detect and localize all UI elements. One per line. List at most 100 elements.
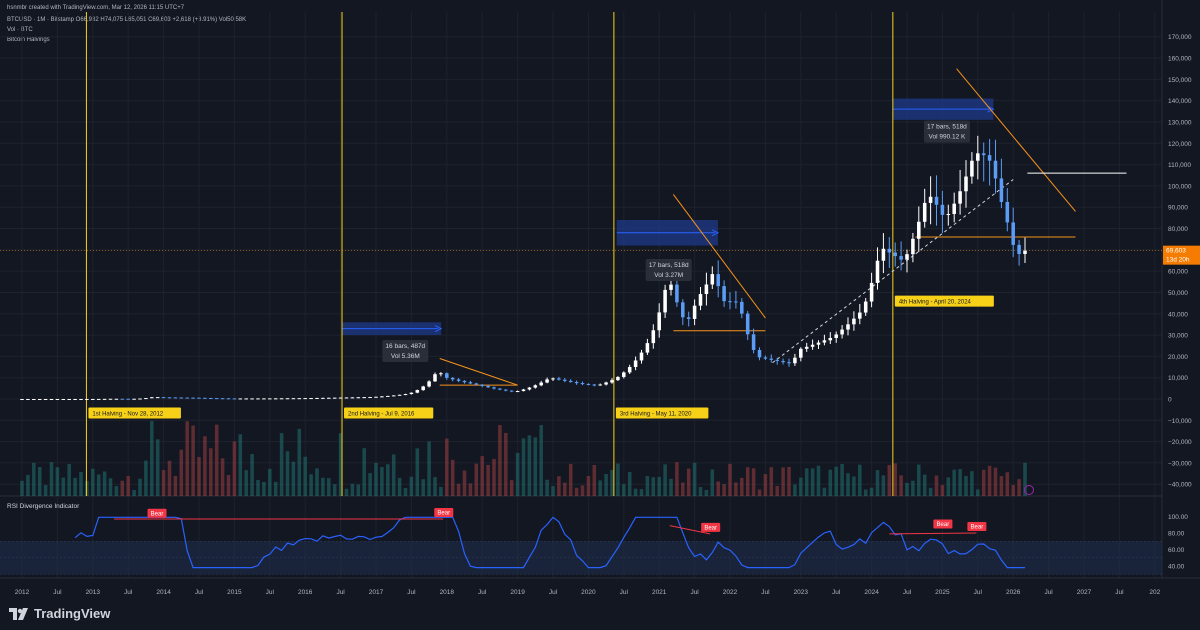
- volume-bar: [197, 457, 201, 496]
- price-candles: [20, 135, 1027, 400]
- candle-body: [321, 397, 325, 399]
- candle-body: [138, 398, 142, 400]
- volume-bar: [356, 484, 361, 496]
- candle-body: [37, 398, 42, 400]
- candle-body: [409, 392, 414, 395]
- volume-bar: [297, 428, 302, 496]
- volume-bar: [468, 483, 473, 496]
- candle-body: [474, 383, 479, 385]
- volume-bar: [43, 484, 48, 496]
- volume-bar: [527, 435, 532, 496]
- price-tick-label: 130,000: [1168, 119, 1192, 126]
- volume-bar: [970, 471, 974, 496]
- price-tick-label: −30,000: [1168, 460, 1192, 467]
- candle-body: [958, 191, 962, 204]
- symbol-ohlc-legend[interactable]: BTCUSD · 1M · Bitstamp O66,982 H74,075 L…: [7, 17, 247, 23]
- volume-bar: [1017, 479, 1021, 496]
- volume-bar: [651, 477, 656, 496]
- candle-body: [85, 398, 89, 400]
- candle-body: [456, 379, 461, 381]
- volume-bar: [934, 475, 939, 496]
- volume-bar: [321, 477, 325, 496]
- volume-bars: [20, 421, 1027, 496]
- candle-body: [911, 238, 915, 255]
- drawing-lines: [0, 68, 1180, 386]
- volume-bar: [120, 480, 125, 496]
- bear-tag-bg: [147, 508, 167, 518]
- candle-body: [745, 313, 750, 335]
- price-tick-label: 20,000: [1168, 354, 1188, 361]
- volume-bar: [551, 486, 555, 496]
- halvings-legend[interactable]: Bitcoin Halvings: [7, 37, 50, 43]
- candle-body: [881, 248, 886, 261]
- price-tick-label: 100,000: [1168, 183, 1192, 190]
- volume-bar: [545, 479, 549, 496]
- time-tick-label: 2025: [935, 589, 950, 596]
- tradingview-logo: TradingView: [9, 606, 110, 621]
- volume-bar: [905, 482, 909, 496]
- volume-bar: [427, 441, 431, 496]
- candle-body: [498, 388, 502, 390]
- volume-bar: [858, 464, 862, 496]
- halving-label-4: 4th Halving - April 20, 2024: [894, 295, 994, 307]
- time-tick-label: Jul: [761, 589, 770, 596]
- candle-body: [799, 348, 803, 358]
- candle-body: [934, 196, 939, 205]
- volume-bar: [209, 448, 213, 496]
- candle-body: [214, 398, 219, 400]
- candle-body: [61, 398, 66, 400]
- candle-body: [397, 394, 402, 396]
- candle-body: [380, 396, 384, 398]
- candle-body: [828, 337, 833, 341]
- candle-body: [970, 160, 974, 177]
- candle-body: [108, 398, 113, 400]
- volume-bar: [981, 469, 986, 496]
- candle-body: [645, 343, 650, 353]
- volume-bar: [368, 473, 372, 496]
- volume-bar: [993, 467, 998, 496]
- volume-bar: [303, 456, 307, 496]
- candle-body: [155, 397, 160, 399]
- volume-bar: [397, 477, 402, 496]
- candle-body: [515, 391, 520, 393]
- tradingview-wordmark: TradingView: [34, 606, 111, 621]
- candle-body: [391, 395, 396, 397]
- price-tick-label: 40,000: [1168, 311, 1188, 318]
- volume-bar: [846, 473, 850, 496]
- volume-bar: [704, 489, 709, 496]
- volume-bar: [563, 482, 567, 496]
- candle-body: [268, 398, 272, 400]
- candle-body: [563, 379, 567, 381]
- time-tick-label: Jul: [974, 589, 983, 596]
- rsi-title: RSI Divergence Indicator: [7, 503, 80, 510]
- volume-bar: [315, 468, 319, 496]
- candle-body: [226, 398, 231, 400]
- candle-body: [551, 378, 555, 380]
- volume-bar: [645, 476, 650, 496]
- volume-bar: [568, 463, 573, 496]
- volume-bar: [155, 439, 160, 496]
- volume-bar: [875, 470, 880, 496]
- volume-bar: [834, 466, 838, 496]
- volume-bar: [73, 477, 77, 496]
- candle-body: [1005, 201, 1010, 223]
- halving-label-bg: [344, 407, 434, 419]
- candle-body: [952, 203, 956, 214]
- volume-bar: [144, 460, 148, 496]
- halving-label-text: 3rd Halving - May 11, 2020: [620, 412, 692, 418]
- candle-body: [173, 397, 178, 399]
- volume-bar: [492, 458, 496, 496]
- time-axis: 2012 Jul 2013 Jul 2014 Jul 2015 Jul 2016 Jul 2017 J…: [15, 589, 1161, 596]
- volume-bar: [37, 467, 42, 496]
- volume-bar: [515, 452, 520, 496]
- time-tick-label: 2026: [1006, 589, 1021, 596]
- range-arrowhead: [434, 325, 443, 333]
- volume-bar: [604, 473, 608, 496]
- volume-bar: [769, 467, 774, 496]
- candle-body: [338, 397, 343, 399]
- volume-legend[interactable]: Vol · BTC: [7, 27, 33, 33]
- dashed-trend: [772, 179, 1014, 364]
- candle-body: [993, 160, 998, 179]
- candle-body: [763, 357, 768, 359]
